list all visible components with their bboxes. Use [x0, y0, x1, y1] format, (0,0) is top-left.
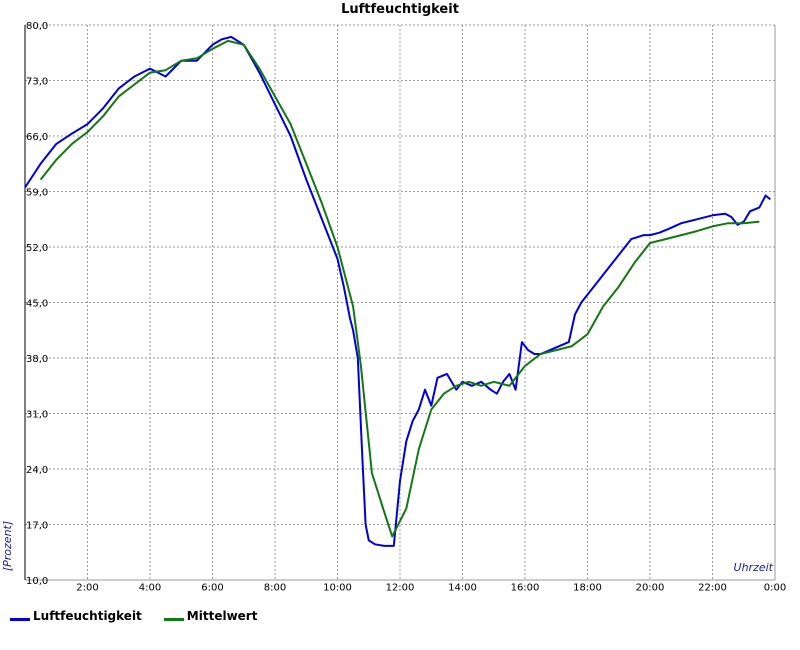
x-tick-label: 8:00: [264, 582, 286, 593]
y-tick-label: 17,0: [26, 521, 48, 532]
x-tick-label: 20:00: [636, 582, 665, 593]
chart-title: Luftfeuchtigkeit: [341, 2, 459, 17]
y-tick-label: 59,0: [26, 188, 48, 199]
x-tick-label: 10:00: [323, 582, 352, 593]
x-tick-label: 4:00: [139, 582, 161, 593]
grid: [24, 24, 776, 581]
legend: Luftfeuchtigkeit Mittelwert: [10, 609, 257, 623]
series-line-humidity: [24, 35, 771, 547]
x-tick-labels: 2:00 4:00 6:00 8:00 10:00 12:00 14:00 16:00 18:0…: [76, 582, 786, 593]
legend-swatch-humidity: [10, 617, 30, 621]
y-tick-label: 52,0: [26, 243, 48, 254]
y-tick-label: 66,0: [26, 132, 48, 143]
y-axis-label: [Prozent]: [1, 521, 14, 571]
y-tick-label: 45,0: [26, 299, 48, 310]
legend-label-humidity: Luftfeuchtigkeit: [33, 609, 142, 623]
x-tick-label: 0:00: [764, 582, 786, 593]
x-tick-label: 16:00: [511, 582, 540, 593]
y-tick-labels: 80,0 73,0 66,0 59,0 52,0 45,0 38,0 31,0 24,0 17,0…: [26, 21, 48, 587]
series-line-mean: [39, 39, 760, 538]
x-tick-label: 2:00: [76, 582, 98, 593]
x-tick-label: 6:00: [201, 582, 223, 593]
x-axis-label: Uhrzeit: [734, 561, 774, 574]
legend-item-mean: Mittelwert: [163, 609, 258, 623]
legend-swatch-mean: [163, 617, 184, 621]
y-tick-label: 73,0: [26, 77, 48, 88]
y-tick-label: 38,0: [26, 354, 48, 365]
y-tick-label: 24,0: [26, 465, 48, 476]
legend-item-humidity: Luftfeuchtigkeit: [10, 609, 142, 623]
series-lines: [24, 35, 771, 547]
y-tick-label: 80,0: [26, 21, 48, 32]
x-tick-label: 22:00: [698, 582, 727, 593]
legend-label-mean: Mittelwert: [186, 609, 258, 623]
x-tick-label: 12:00: [386, 582, 415, 593]
y-tick-label: 10,0: [26, 576, 48, 587]
x-tick-label: 18:00: [573, 582, 602, 593]
x-tick-label: 14:00: [448, 582, 477, 593]
y-tick-label: 31,0: [26, 410, 48, 421]
